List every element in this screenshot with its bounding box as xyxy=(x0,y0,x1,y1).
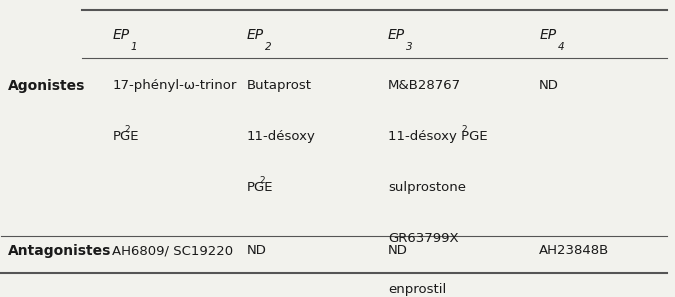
Text: AH23848B: AH23848B xyxy=(539,244,610,257)
Text: 11-désoxy PGE: 11-désoxy PGE xyxy=(388,130,487,143)
Text: 11-désoxy: 11-désoxy xyxy=(247,130,316,143)
Text: 2: 2 xyxy=(125,125,130,134)
Text: 2: 2 xyxy=(461,125,467,134)
Text: 17-phényl-ω-trinor: 17-phényl-ω-trinor xyxy=(112,79,237,92)
Text: Butaprost: Butaprost xyxy=(247,79,312,92)
Text: 3: 3 xyxy=(406,42,412,52)
Text: EP: EP xyxy=(112,28,130,42)
Text: PGE: PGE xyxy=(112,130,139,143)
Text: PGE: PGE xyxy=(247,181,273,194)
Text: Agonistes: Agonistes xyxy=(8,79,86,93)
Text: 2: 2 xyxy=(265,42,271,52)
Text: AH6809/ SC19220: AH6809/ SC19220 xyxy=(112,244,234,257)
Text: EP: EP xyxy=(388,28,405,42)
Text: ND: ND xyxy=(539,79,559,92)
Text: enprostil: enprostil xyxy=(388,283,446,296)
Text: 1: 1 xyxy=(130,42,137,52)
Text: ND: ND xyxy=(247,244,267,257)
Text: ND: ND xyxy=(388,244,408,257)
Text: EP: EP xyxy=(539,28,556,42)
Text: GR63799X: GR63799X xyxy=(388,232,458,245)
Text: Antagonistes: Antagonistes xyxy=(8,244,111,258)
Text: 4: 4 xyxy=(558,42,564,52)
Text: sulprostone: sulprostone xyxy=(388,181,466,194)
Text: M&B28767: M&B28767 xyxy=(388,79,461,92)
Text: 2: 2 xyxy=(259,176,265,185)
Text: EP: EP xyxy=(247,28,264,42)
